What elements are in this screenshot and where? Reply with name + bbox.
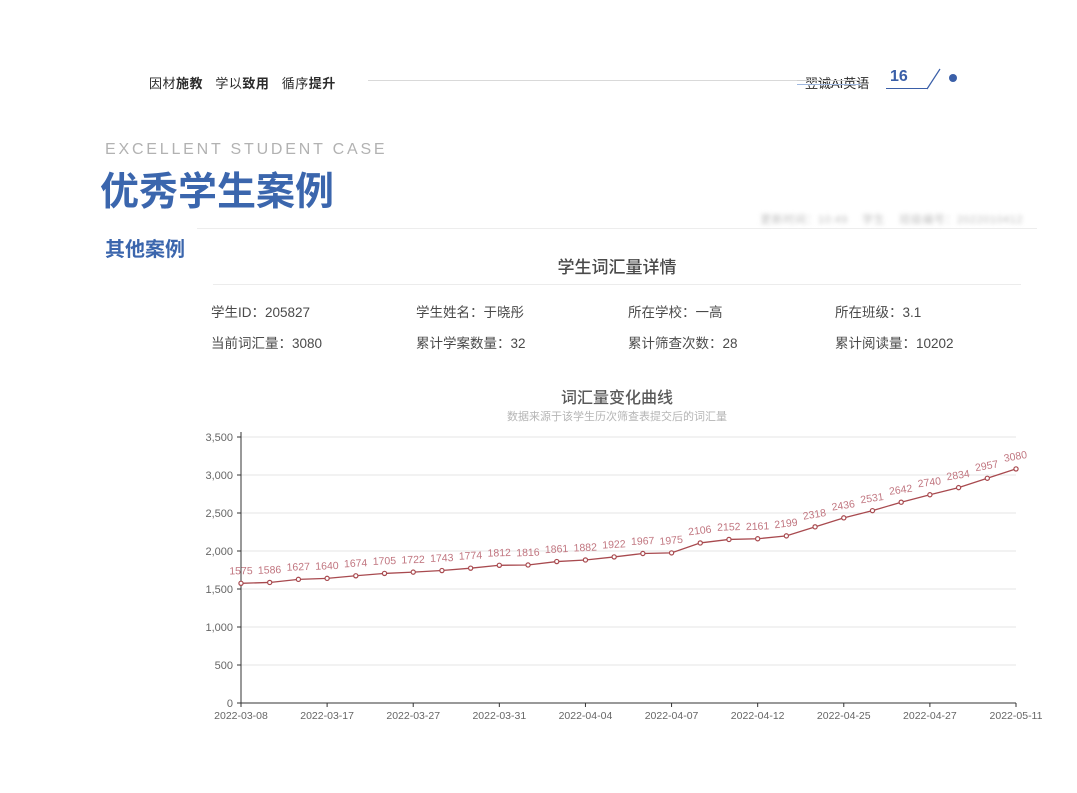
svg-text:1,500: 1,500 (205, 584, 233, 596)
svg-text:2161: 2161 (746, 520, 770, 533)
svg-text:3080: 3080 (1003, 449, 1028, 465)
svg-text:1861: 1861 (545, 543, 569, 556)
svg-text:2531: 2531 (860, 491, 885, 506)
svg-text:1640: 1640 (315, 560, 339, 573)
svg-text:2740: 2740 (917, 475, 942, 490)
svg-text:2022-03-27: 2022-03-27 (386, 710, 440, 722)
svg-text:1975: 1975 (659, 534, 684, 548)
svg-text:1722: 1722 (401, 554, 425, 567)
svg-text:1743: 1743 (430, 552, 454, 565)
svg-text:1674: 1674 (344, 557, 368, 570)
svg-text:1882: 1882 (573, 541, 597, 554)
svg-text:2318: 2318 (802, 507, 827, 523)
svg-text:2957: 2957 (974, 458, 999, 474)
svg-text:0: 0 (227, 698, 233, 710)
svg-text:1967: 1967 (631, 535, 655, 548)
svg-text:2022-04-04: 2022-04-04 (559, 710, 613, 722)
svg-text:1812: 1812 (487, 547, 511, 560)
svg-text:3,500: 3,500 (205, 432, 233, 444)
svg-text:1705: 1705 (373, 555, 397, 568)
svg-text:2022-03-17: 2022-03-17 (300, 710, 354, 722)
svg-text:1586: 1586 (258, 564, 282, 577)
svg-text:2,500: 2,500 (205, 508, 233, 520)
svg-text:2022-04-27: 2022-04-27 (903, 710, 957, 722)
svg-text:500: 500 (215, 660, 233, 672)
svg-text:2022-03-08: 2022-03-08 (214, 710, 268, 722)
svg-text:1816: 1816 (516, 547, 540, 560)
svg-text:1922: 1922 (602, 538, 626, 551)
svg-text:2199: 2199 (774, 517, 799, 532)
svg-text:2834: 2834 (946, 468, 971, 483)
svg-text:2,000: 2,000 (205, 546, 233, 558)
svg-text:2022-04-25: 2022-04-25 (817, 710, 871, 722)
svg-text:1627: 1627 (286, 561, 310, 574)
svg-text:2022-04-07: 2022-04-07 (645, 710, 699, 722)
svg-text:2106: 2106 (688, 524, 713, 539)
svg-text:3,000: 3,000 (205, 470, 233, 482)
svg-text:2436: 2436 (831, 498, 856, 513)
svg-text:1774: 1774 (459, 550, 483, 563)
svg-text:2022-03-31: 2022-03-31 (472, 710, 526, 722)
svg-text:2022-05-11: 2022-05-11 (990, 710, 1043, 722)
svg-text:2022-04-12: 2022-04-12 (731, 710, 785, 722)
svg-text:1575: 1575 (229, 565, 253, 577)
svg-text:2152: 2152 (717, 521, 741, 534)
svg-text:1,000: 1,000 (205, 622, 233, 634)
svg-text:2642: 2642 (888, 483, 913, 498)
